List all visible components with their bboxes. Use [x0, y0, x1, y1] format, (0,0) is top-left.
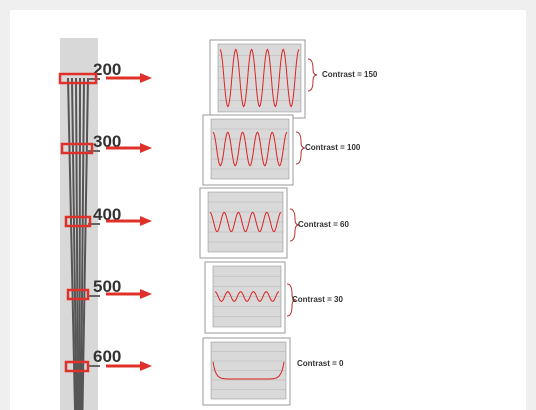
- contrast-label: Contrast = 60: [298, 220, 349, 229]
- scale-label: 200: [93, 60, 121, 79]
- signal-curve: [209, 211, 282, 233]
- brace: [295, 131, 306, 165]
- brace: [307, 58, 318, 92]
- arrow-head: [140, 289, 152, 299]
- contrast-label: Contrast = 0: [297, 359, 344, 368]
- brace: [286, 283, 297, 317]
- strip-lines: [67, 77, 89, 410]
- highlight-box: [64, 215, 92, 228]
- arrow-head: [140, 216, 152, 226]
- signal-curve: [212, 361, 285, 380]
- highlight-box: [60, 142, 94, 155]
- brace: [289, 208, 300, 242]
- arrow-head: [140, 73, 152, 83]
- highlight-box: [58, 72, 98, 85]
- signal-curve: [212, 131, 288, 167]
- contrast-label: Contrast = 30: [292, 295, 343, 304]
- highlight-box: [64, 360, 90, 373]
- scale-label: 500: [93, 277, 121, 296]
- contrast-label: Contrast = 100: [305, 143, 361, 152]
- arrow-head: [140, 143, 152, 153]
- signal-curve: [219, 48, 300, 108]
- scale-label: 400: [93, 205, 121, 224]
- arrow-head: [140, 361, 152, 371]
- signal-curve: [214, 291, 280, 302]
- highlight-box: [66, 288, 90, 301]
- scale-label: 600: [93, 347, 121, 366]
- scale-label: 300: [93, 132, 121, 151]
- contrast-label: Contrast = 150: [322, 70, 378, 79]
